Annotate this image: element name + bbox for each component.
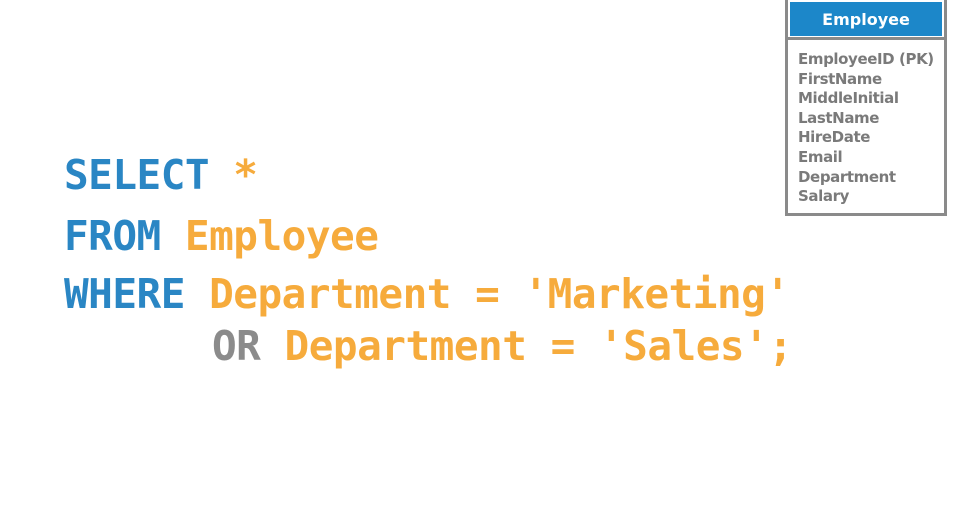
field-list: EmployeeID (PK) FirstName MiddleInitial …: [798, 50, 934, 207]
sql-keyword-where: WHERE: [64, 270, 185, 318]
field-item: Email: [798, 147, 843, 166]
sql-or-condition: Department = 'Sales';: [260, 322, 793, 370]
table-divider: [788, 37, 944, 40]
sql-line-from: FROM Employee: [64, 216, 379, 257]
sql-line-where: WHERE Department = 'Marketing': [64, 274, 790, 315]
field-item: LastName: [798, 108, 880, 127]
sql-line-select: SELECT *: [64, 155, 258, 196]
field-item: MiddleInitial: [798, 89, 899, 108]
sql-select-columns: *: [209, 151, 258, 199]
field-item: Salary: [798, 187, 849, 206]
field-item: EmployeeID (PK): [798, 50, 934, 68]
sql-keyword-or: OR: [212, 322, 261, 370]
field-item: HireDate: [798, 128, 870, 147]
field-item: Department: [798, 167, 896, 186]
sql-keyword-from: FROM: [64, 212, 161, 260]
field-item: FirstName: [798, 69, 882, 88]
sql-where-condition: Department = 'Marketing': [184, 270, 790, 318]
sql-line-or: OR Department = 'Sales';: [212, 326, 793, 367]
sql-table-name: Employee: [160, 212, 379, 260]
employee-table-card: Employee EmployeeID (PK) FirstName Middl…: [785, 0, 947, 216]
sql-keyword-select: SELECT: [64, 151, 210, 199]
table-title: Employee: [790, 2, 942, 36]
